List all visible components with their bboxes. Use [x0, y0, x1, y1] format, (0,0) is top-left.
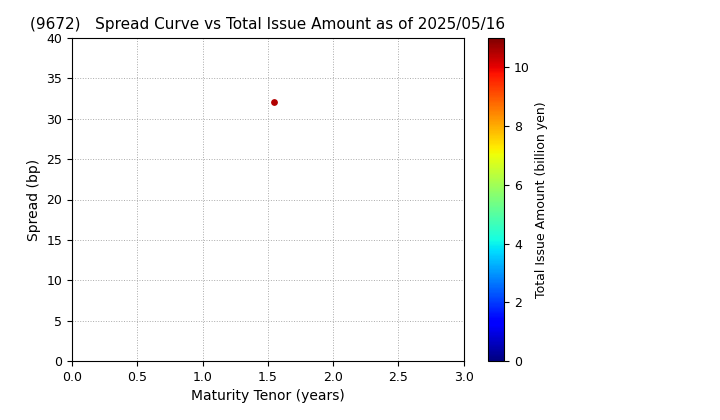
X-axis label: Maturity Tenor (years): Maturity Tenor (years)	[191, 389, 345, 404]
Point	[269, 99, 280, 106]
Y-axis label: Spread (bp): Spread (bp)	[27, 158, 41, 241]
Y-axis label: Total Issue Amount (billion yen): Total Issue Amount (billion yen)	[536, 101, 549, 298]
Title: (9672)   Spread Curve vs Total Issue Amount as of 2025/05/16: (9672) Spread Curve vs Total Issue Amoun…	[30, 18, 505, 32]
